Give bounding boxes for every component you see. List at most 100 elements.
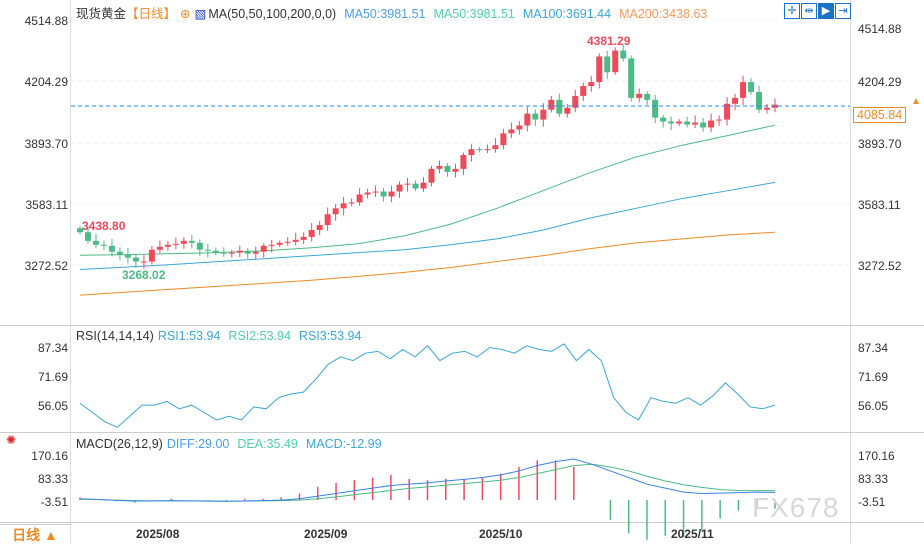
price-axis-label: 4204.29 bbox=[24, 75, 68, 89]
candle-body bbox=[77, 228, 83, 233]
candle-body bbox=[364, 192, 371, 195]
main-panel-divider bbox=[0, 325, 924, 326]
macd-axis-label: 170.16 bbox=[31, 449, 68, 463]
candle-body bbox=[652, 99, 659, 118]
rsi-axis-label: 56.05 bbox=[858, 399, 889, 413]
candle-body bbox=[580, 86, 587, 96]
candle-body bbox=[340, 203, 347, 209]
rsi-axis-label: 87.34 bbox=[37, 341, 68, 355]
candle-body bbox=[692, 122, 699, 125]
candle-body bbox=[564, 107, 571, 114]
settings-icon[interactable]: ⊕ bbox=[180, 7, 191, 21]
symbol-name: 现货黄金 bbox=[76, 7, 127, 21]
candle-body bbox=[244, 250, 251, 254]
candle-body bbox=[236, 250, 243, 253]
macd-value: MACD:-12.99 bbox=[305, 437, 382, 451]
macd-settings-icon[interactable]: ✺ bbox=[6, 433, 17, 447]
candle-body bbox=[628, 58, 635, 98]
candle-body bbox=[484, 149, 491, 151]
rsi-axis-label: 71.69 bbox=[858, 370, 889, 384]
candle-body bbox=[556, 99, 563, 114]
start-annotation: 3438.80 bbox=[82, 219, 126, 233]
candle-body bbox=[164, 244, 171, 247]
candle-body bbox=[180, 240, 187, 244]
x-axis-label: 2025/11 bbox=[671, 527, 714, 541]
scroll-up-icon[interactable]: ▲ bbox=[911, 96, 921, 107]
candle-body bbox=[228, 252, 235, 254]
candle-body bbox=[84, 232, 91, 241]
macd-value: DIFF:29.00 bbox=[166, 437, 230, 451]
macd-axis-label: 83.33 bbox=[858, 472, 889, 486]
candle-body bbox=[100, 244, 107, 246]
candle-body bbox=[756, 91, 763, 110]
rsi-panel-divider bbox=[0, 432, 924, 433]
candle-body bbox=[476, 149, 483, 151]
price-axis-label: 3583.11 bbox=[25, 198, 69, 212]
candle-body bbox=[540, 109, 547, 120]
rsi-axis-label: 56.05 bbox=[37, 399, 68, 413]
ma-value: MA100:3691.44 bbox=[522, 7, 612, 21]
candle-body bbox=[300, 236, 307, 240]
price-axis-label: 3893.70 bbox=[858, 137, 902, 151]
candle-body bbox=[524, 113, 531, 126]
macd-axis-label: 170.16 bbox=[858, 449, 895, 463]
candle-body bbox=[428, 168, 435, 183]
candle-body bbox=[700, 122, 707, 128]
candle-body bbox=[716, 119, 723, 121]
candle-body bbox=[212, 250, 219, 253]
candle-body bbox=[348, 202, 355, 204]
candle-body bbox=[148, 249, 155, 262]
candle-body bbox=[124, 254, 131, 258]
rsi-value: RSI1:53.94 bbox=[157, 329, 221, 343]
candle-body bbox=[748, 82, 755, 92]
rsi-axis-label: 87.34 bbox=[858, 341, 889, 355]
candle-body bbox=[404, 183, 411, 185]
candle-body bbox=[108, 245, 115, 252]
ma-params: MA(50,50,100,200,0,0) bbox=[208, 7, 337, 21]
period-button[interactable]: 日线 ▲ bbox=[0, 524, 70, 543]
candle-body bbox=[444, 165, 451, 172]
x-axis-label: 2025/09 bbox=[304, 527, 348, 541]
main-legend: 现货黄金【日线】 ⊕ ▧ MA(50,50,100,200,0,0) MA50:3981… bbox=[76, 3, 715, 22]
macd-legend: MACD(26,12,9) DIFF:29.00 DEA:35.49 MACD:-12… bbox=[76, 437, 390, 451]
candle-body bbox=[724, 103, 731, 120]
ma-value: MA200:3438.63 bbox=[619, 7, 708, 21]
candle-body bbox=[276, 242, 283, 245]
candle-body bbox=[324, 214, 331, 226]
candle-body bbox=[292, 239, 299, 242]
macd-panel-divider bbox=[0, 522, 924, 523]
range-button[interactable]: ⇹ bbox=[801, 3, 817, 19]
candle-body bbox=[732, 97, 739, 104]
price-axis-label: 4514.88 bbox=[858, 22, 902, 36]
candle-body bbox=[660, 117, 667, 122]
candle-body bbox=[460, 155, 467, 169]
candle-body bbox=[132, 257, 139, 262]
play-button[interactable]: ▶ bbox=[818, 3, 834, 19]
diff-line bbox=[79, 458, 776, 502]
last-price-tag: 4085.84 bbox=[853, 107, 907, 123]
period-label: 【日线】 bbox=[126, 7, 177, 21]
price-axis-label: 3893.70 bbox=[24, 137, 68, 151]
ma100-line bbox=[79, 181, 776, 270]
candle-body bbox=[532, 113, 539, 120]
candle-body bbox=[740, 82, 747, 98]
rsi-value: RSI2:53.94 bbox=[228, 329, 291, 343]
crosshair-button[interactable]: ✛ bbox=[784, 3, 800, 19]
candle-body bbox=[332, 208, 339, 215]
watermark: FX678 bbox=[752, 492, 840, 523]
candle-body bbox=[140, 261, 147, 263]
candle-body bbox=[516, 125, 523, 130]
candle-body bbox=[284, 241, 291, 243]
price-axis-label: 4204.29 bbox=[858, 75, 902, 89]
price-axis-label: 3583.11 bbox=[858, 198, 901, 212]
candle-body bbox=[452, 168, 459, 172]
goto-end-button[interactable]: ⇥ bbox=[835, 3, 851, 19]
candle-body bbox=[316, 225, 323, 230]
low-annotation: 3268.02 bbox=[122, 268, 166, 282]
rsi-line bbox=[79, 343, 776, 428]
rsi-legend: RSI(14,14,14) RSI1:53.94 RSI2:53.94 RSI3:53… bbox=[76, 329, 369, 343]
candle-body bbox=[676, 121, 683, 124]
ma200-line bbox=[79, 231, 776, 296]
indicator-icon[interactable]: ▧ bbox=[194, 7, 207, 21]
